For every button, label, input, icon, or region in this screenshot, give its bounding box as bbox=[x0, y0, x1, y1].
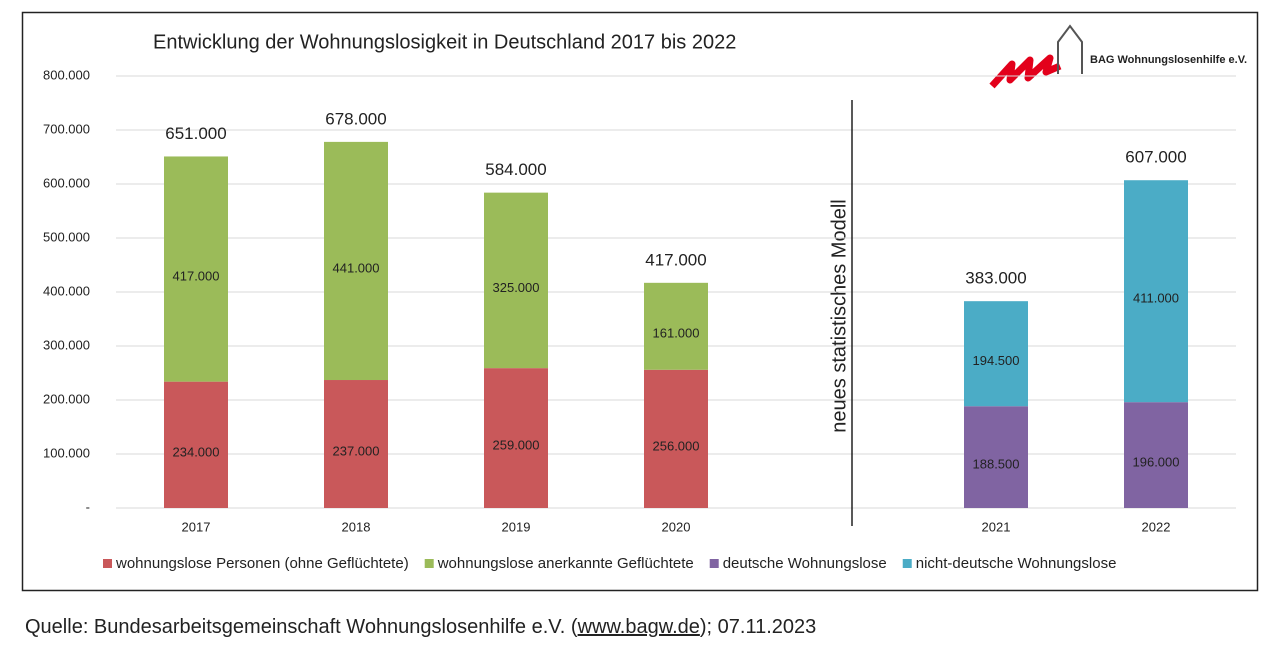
y-tick-label: 400.000 bbox=[43, 283, 90, 298]
x-tick-label: 2022 bbox=[1142, 519, 1171, 534]
total-label: 584.000 bbox=[485, 160, 546, 179]
y-tick-label: 600.000 bbox=[43, 175, 90, 190]
y-tick-label: - bbox=[86, 499, 90, 514]
bar-segment bbox=[484, 368, 548, 508]
total-label: 651.000 bbox=[165, 124, 226, 143]
logo-mark bbox=[989, 54, 1062, 89]
chart-title: Entwicklung der Wohnungslosigkeit in Deu… bbox=[153, 31, 736, 53]
bar-segment bbox=[164, 381, 228, 508]
y-tick-label: 300.000 bbox=[43, 337, 90, 352]
y-tick-label: 100.000 bbox=[43, 445, 90, 460]
x-tick-label: 2020 bbox=[662, 519, 691, 534]
y-tick-label: 700.000 bbox=[43, 121, 90, 136]
total-label: 678.000 bbox=[325, 109, 386, 128]
legend-swatch bbox=[902, 559, 912, 568]
bar-segment bbox=[644, 369, 708, 508]
total-label: 383.000 bbox=[965, 269, 1026, 288]
bar-segment bbox=[484, 192, 548, 369]
value-label: 417.000 bbox=[173, 268, 220, 283]
y-tick-label: 800.000 bbox=[43, 67, 90, 82]
x-tick-label: 2017 bbox=[182, 519, 211, 534]
value-label: 256.000 bbox=[653, 438, 700, 453]
x-tick-label: 2019 bbox=[502, 519, 531, 534]
legend-swatch bbox=[709, 559, 719, 568]
bar-segment bbox=[964, 301, 1028, 407]
value-label: 234.000 bbox=[173, 444, 220, 459]
value-label: 188.500 bbox=[973, 457, 1020, 472]
legend-swatch bbox=[424, 559, 434, 568]
bar-segment bbox=[1124, 402, 1188, 508]
value-label: 194.500 bbox=[973, 353, 1020, 368]
annotation: neues statistisches Modell bbox=[828, 199, 850, 432]
bar-segment bbox=[324, 380, 388, 508]
bar-segment bbox=[1124, 180, 1188, 403]
bar-segment bbox=[964, 406, 1028, 508]
total-label: 417.000 bbox=[645, 250, 706, 269]
source: Quelle: Bundesarbeitsgemeinschaft Wohnun… bbox=[25, 616, 816, 638]
value-label: 259.000 bbox=[493, 438, 540, 453]
logo-text: BAG Wohnungslosenhilfe e.V. bbox=[1090, 54, 1247, 66]
legend-label: wohnungslose Personen (ohne Geflüchtete) bbox=[115, 555, 409, 572]
legend-label: wohnungslose anerkannte Geflüchtete bbox=[437, 555, 694, 572]
logo: BAG Wohnungslosenhilfe e.V. bbox=[989, 24, 1247, 89]
value-label: 325.000 bbox=[493, 280, 540, 295]
source-suffix: ); 07.11.2023 bbox=[700, 616, 816, 638]
value-label: 411.000 bbox=[1133, 291, 1179, 306]
legend-label: nicht-deutsche Wohnungslose bbox=[916, 555, 1117, 572]
source-prefix: Quelle: Bundesarbeitsgemeinschaft Wohnun… bbox=[25, 616, 578, 638]
bar-segment bbox=[644, 282, 708, 370]
value-label: 441.000 bbox=[333, 260, 380, 275]
source-link[interactable]: www.bagw.de bbox=[577, 616, 700, 638]
y-tick-label: 500.000 bbox=[43, 229, 90, 244]
value-label: 161.000 bbox=[653, 326, 700, 341]
legend-label: deutsche Wohnungslose bbox=[723, 555, 887, 572]
x-tick-label: 2018 bbox=[342, 519, 371, 534]
logo-house bbox=[1057, 24, 1083, 74]
value-label: 196.000 bbox=[1133, 455, 1180, 470]
legend-swatch bbox=[103, 559, 112, 568]
x-tick-label: 2021 bbox=[982, 519, 1011, 534]
value-label: 237.000 bbox=[333, 443, 380, 458]
chart-frame bbox=[21, 11, 1259, 592]
bar-segment bbox=[324, 141, 388, 381]
y-tick-label: 200.000 bbox=[43, 391, 90, 406]
bar-segment bbox=[164, 156, 228, 382]
total-label: 607.000 bbox=[1125, 148, 1186, 167]
